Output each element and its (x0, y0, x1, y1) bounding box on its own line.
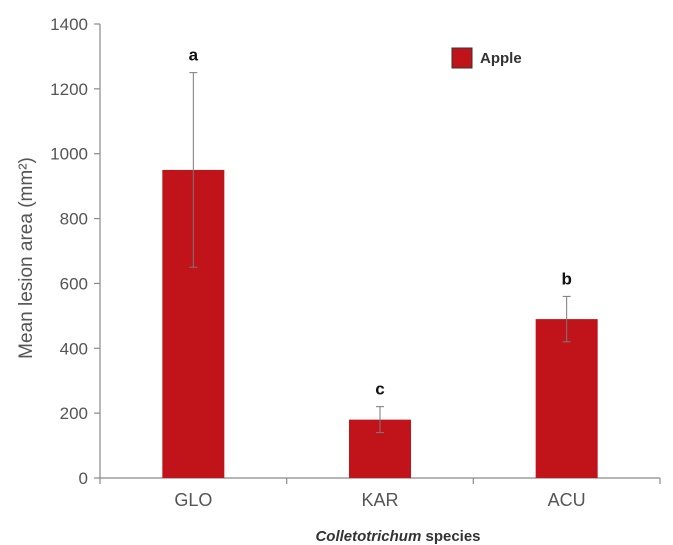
legend-swatch-apple (451, 47, 473, 69)
x-category-label-glo: GLO (174, 490, 212, 510)
x-axis-label-italic: Colletotrichum (315, 528, 421, 545)
y-tick-label: 400 (60, 339, 88, 358)
x-axis-category-labels: GLO KAR ACU (174, 490, 585, 510)
y-tick-label: 1200 (50, 80, 88, 99)
x-category-label-kar: KAR (361, 490, 398, 510)
y-tick-label: 1400 (50, 15, 88, 34)
y-axis-ticks: 0 200 400 600 800 1000 1200 1400 (50, 15, 661, 488)
error-bars (189, 72, 571, 434)
y-tick-label: 600 (60, 274, 88, 293)
x-category-label-acu: ACU (548, 490, 586, 510)
y-tick-label: 800 (60, 210, 88, 229)
y-tick-label: 200 (60, 404, 88, 423)
significance-labels: a c b (189, 46, 572, 399)
legend: Apple (451, 47, 522, 69)
x-axis-label-rest: species (421, 528, 480, 545)
legend-label-apple: Apple (480, 50, 522, 67)
y-tick-label: 1000 (50, 145, 88, 164)
significance-label-acu: b (561, 269, 571, 288)
y-tick-label: 0 (79, 469, 88, 488)
y-axis-label: Mean lesion area (mm²) (16, 157, 37, 359)
bar-acu (535, 319, 598, 478)
x-axis-label: Colletotrichum species (315, 528, 480, 545)
significance-label-kar: c (375, 380, 384, 399)
significance-label-glo: a (189, 46, 199, 65)
